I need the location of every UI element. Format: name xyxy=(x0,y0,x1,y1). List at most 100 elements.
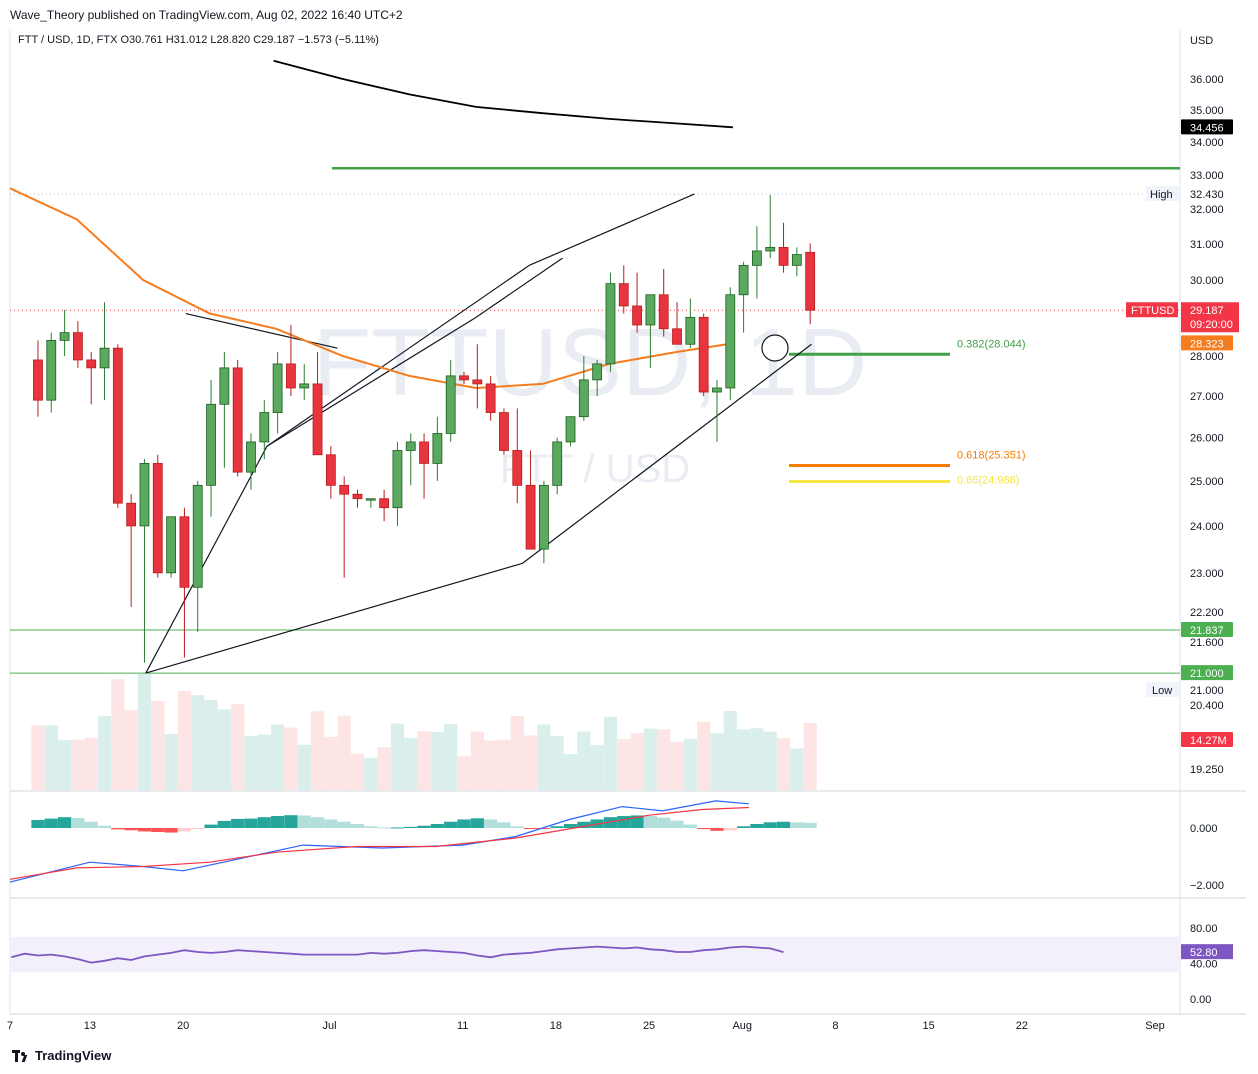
candle-body xyxy=(445,375,456,434)
volume-bar xyxy=(337,715,351,790)
volume-bar xyxy=(204,699,218,790)
price-tick-label: 19.250 xyxy=(1190,764,1224,776)
time-tick-label: 11 xyxy=(457,1020,468,1032)
volume-bar xyxy=(404,737,418,790)
candle-body xyxy=(246,441,256,473)
rsi-line xyxy=(11,945,784,964)
volume-bar xyxy=(84,737,98,790)
macd-histogram-bar xyxy=(484,819,498,828)
candle-body xyxy=(339,484,350,495)
symbol-badge-bg xyxy=(1126,302,1178,318)
volume-bar xyxy=(57,740,72,790)
tradingview-logo-icon xyxy=(12,1049,30,1062)
time-tick-label: 22 xyxy=(1016,1020,1028,1032)
tradingview-brand[interactable]: TradingView xyxy=(12,1048,111,1063)
macd-histogram-bar xyxy=(683,824,697,828)
volume-bar xyxy=(497,739,511,790)
macd-histogram-bar xyxy=(430,824,444,828)
macd-histogram-bar xyxy=(310,817,325,828)
candle-body xyxy=(805,251,816,311)
macd-histogram-bar xyxy=(57,817,72,828)
candle-body xyxy=(192,484,203,588)
volume-bar xyxy=(683,738,697,790)
candle-body xyxy=(325,454,336,486)
trendline xyxy=(266,264,530,447)
macd-signal-line xyxy=(9,806,749,880)
volume-bar xyxy=(390,723,405,790)
macd-histogram-bar xyxy=(244,818,258,828)
price-tick-label: 34.000 xyxy=(1190,137,1224,149)
volume-bar xyxy=(763,731,777,790)
rsi-value-badge-bg xyxy=(1181,944,1233,960)
volume-bar xyxy=(563,754,578,790)
candle-body xyxy=(232,367,243,473)
countdown-value: 09:20:00 xyxy=(1190,319,1233,331)
volume-value-badge-bg xyxy=(1181,732,1233,747)
symbol-badge: FTTUSD xyxy=(1131,305,1174,317)
macd-histogram-bar xyxy=(763,822,777,828)
support-1-badge: 21.837 xyxy=(1190,625,1224,637)
candle-body xyxy=(485,383,496,413)
volume-bar xyxy=(417,731,431,790)
candle-body xyxy=(73,332,83,361)
macd-histogram-bar xyxy=(776,821,791,828)
macd-histogram-bar xyxy=(364,826,378,828)
macd-histogram-bar xyxy=(563,824,578,828)
trendline xyxy=(266,316,477,447)
macd-histogram-bar xyxy=(550,826,564,828)
macd-histogram-bar xyxy=(124,828,138,831)
volume-bar xyxy=(297,744,311,790)
macd-histogram-bar xyxy=(417,825,431,828)
candle-body xyxy=(712,387,722,393)
macd-histogram-bar xyxy=(111,828,125,830)
macd-histogram-bar xyxy=(337,821,351,828)
volume-bar xyxy=(257,734,271,790)
low-label-bg xyxy=(1146,682,1180,698)
price-tick-label: 32.000 xyxy=(1190,204,1224,216)
volume-bar xyxy=(603,716,618,790)
volume-bar xyxy=(643,728,658,790)
macd-histogram-bar xyxy=(617,816,631,828)
candle-body xyxy=(685,316,696,345)
candle-body xyxy=(658,294,669,330)
macd-histogram-bar xyxy=(324,819,338,828)
fib-level-label: 0.618(25.351) xyxy=(957,450,1026,462)
highlight-circle xyxy=(761,334,789,362)
macd-histogram-bar xyxy=(457,819,471,828)
symbol-ohlc-line[interactable]: FTT / USD, 1D, FTX O30.761 H31.012 L28.8… xyxy=(18,34,379,46)
price-tick-label: 35.000 xyxy=(1190,105,1224,117)
volume-bar xyxy=(350,753,365,790)
macd-histogram-bar xyxy=(404,826,418,828)
macd-histogram-bar xyxy=(670,820,684,828)
brand-name: TradingView xyxy=(35,1048,112,1063)
volume-bar xyxy=(776,738,791,790)
volume-bar xyxy=(364,757,378,790)
price-axis-unit: USD xyxy=(1190,35,1213,47)
macd-histogram-bar xyxy=(736,826,751,828)
macd-histogram-bar xyxy=(191,828,205,829)
watermark-symbol: FTTUSD, 1D xyxy=(313,309,868,416)
macd-tick-label: −2.000 xyxy=(1190,880,1224,892)
macd-line xyxy=(9,800,749,883)
macd-histogram-bar xyxy=(164,828,178,833)
candle-body xyxy=(791,254,802,266)
volume-bar xyxy=(523,735,538,790)
candle-body xyxy=(352,493,363,500)
volume-bar xyxy=(124,710,138,790)
candle-body xyxy=(765,246,776,252)
last-price-value: 29.187 xyxy=(1190,305,1224,317)
candle-body xyxy=(299,383,310,389)
fib-level-label: 0.382(28.044) xyxy=(957,338,1026,350)
macd-histogram-bar xyxy=(390,827,405,829)
candle-body xyxy=(432,433,443,464)
candle-body xyxy=(312,383,323,456)
low-label: Low xyxy=(1152,685,1172,697)
trendline xyxy=(475,257,563,318)
trendline xyxy=(145,445,268,674)
candle-body xyxy=(379,498,390,509)
volume-bar xyxy=(44,725,58,790)
macd-histogram-bar xyxy=(204,824,218,828)
trendline xyxy=(185,312,338,349)
candle-body xyxy=(605,283,616,365)
